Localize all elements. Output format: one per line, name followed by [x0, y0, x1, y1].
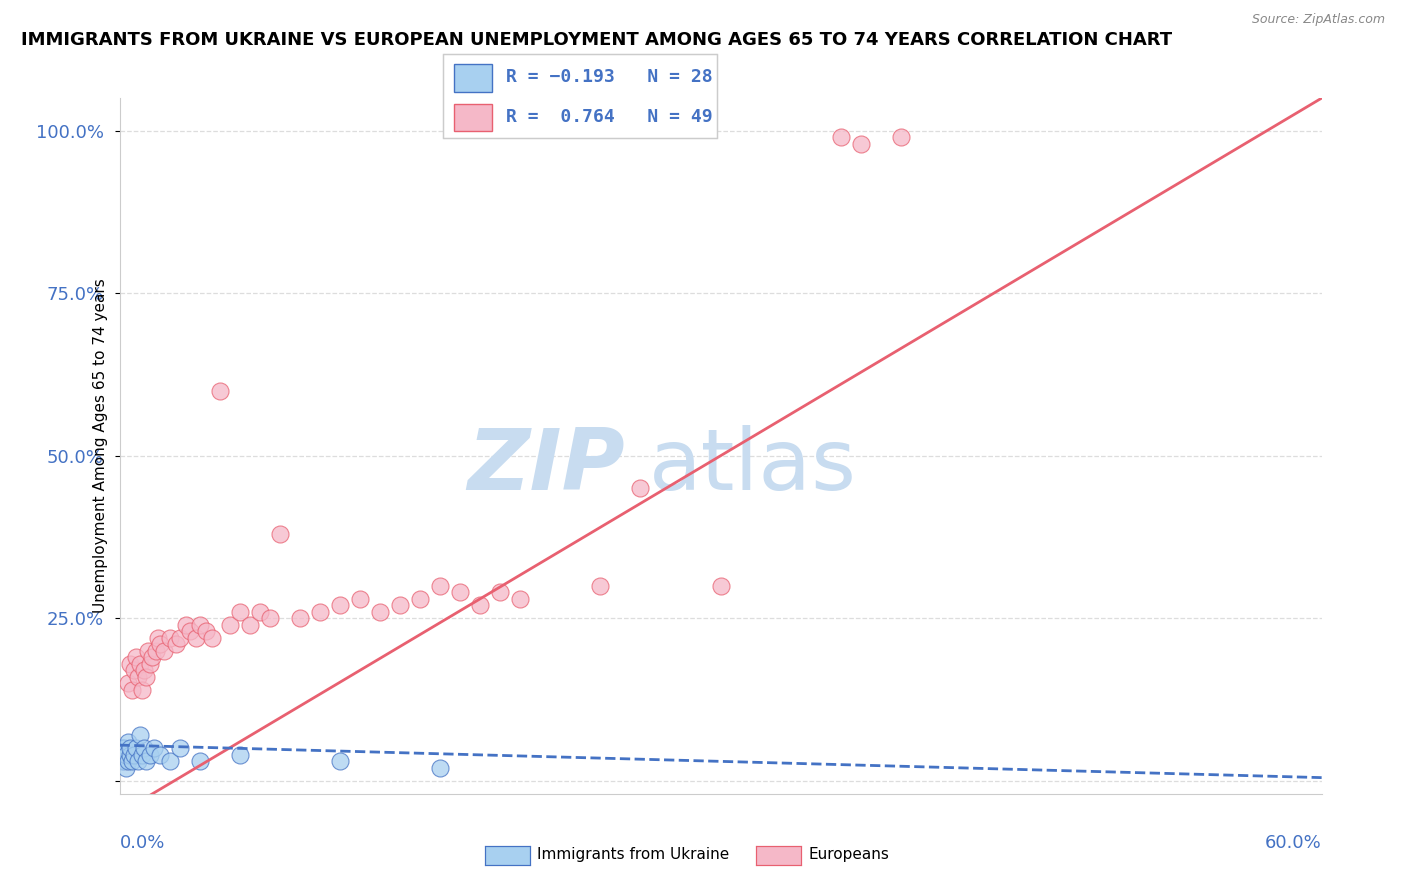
Point	[830, 130, 852, 145]
Point	[138, 657, 160, 671]
FancyBboxPatch shape	[454, 63, 492, 92]
Point	[709, 579, 731, 593]
Text: 60.0%: 60.0%	[1265, 834, 1322, 852]
Point	[124, 650, 146, 665]
Point	[468, 599, 492, 613]
Point	[149, 747, 172, 762]
Point	[201, 631, 224, 645]
Point	[890, 130, 912, 145]
Point	[121, 682, 143, 697]
Point	[849, 136, 872, 151]
Point	[309, 605, 332, 619]
Point	[117, 676, 139, 690]
Point	[142, 741, 165, 756]
Point	[110, 755, 132, 769]
FancyBboxPatch shape	[454, 103, 492, 131]
Point	[329, 755, 352, 769]
Point	[449, 585, 471, 599]
Point	[630, 481, 652, 495]
Point	[269, 526, 291, 541]
Point	[429, 761, 451, 775]
Point	[509, 591, 531, 606]
Point	[141, 650, 163, 665]
Point	[132, 741, 155, 756]
Point	[127, 670, 149, 684]
Point	[145, 644, 167, 658]
Point	[259, 611, 281, 625]
Point	[194, 624, 217, 639]
Point	[118, 741, 141, 756]
Point	[489, 585, 512, 599]
Point	[159, 755, 181, 769]
Text: R = −0.193   N = 28: R = −0.193 N = 28	[506, 69, 713, 87]
Point	[169, 631, 191, 645]
Point	[110, 747, 132, 762]
Point	[122, 747, 145, 762]
Point	[121, 755, 143, 769]
Point	[135, 755, 157, 769]
Point	[128, 728, 150, 742]
Text: IMMIGRANTS FROM UKRAINE VS EUROPEAN UNEMPLOYMENT AMONG AGES 65 TO 74 YEARS CORRE: IMMIGRANTS FROM UKRAINE VS EUROPEAN UNEM…	[21, 31, 1173, 49]
Point	[131, 682, 153, 697]
Point	[249, 605, 271, 619]
Point	[114, 761, 136, 775]
Point	[169, 741, 191, 756]
Point	[117, 755, 139, 769]
Text: Immigrants from Ukraine: Immigrants from Ukraine	[537, 847, 730, 862]
Point	[179, 624, 201, 639]
Point	[132, 663, 155, 677]
Point	[118, 657, 141, 671]
Y-axis label: Unemployment Among Ages 65 to 74 years: Unemployment Among Ages 65 to 74 years	[93, 278, 108, 614]
Point	[368, 605, 391, 619]
Point	[114, 755, 136, 769]
Text: ZIP: ZIP	[467, 425, 624, 508]
Point	[288, 611, 311, 625]
Point	[228, 605, 252, 619]
Text: R =  0.764   N = 49: R = 0.764 N = 49	[506, 108, 713, 126]
Point	[110, 741, 132, 756]
Point	[409, 591, 432, 606]
Point	[131, 747, 153, 762]
Point	[159, 631, 181, 645]
Point	[124, 741, 146, 756]
Text: Source: ZipAtlas.com: Source: ZipAtlas.com	[1251, 13, 1385, 27]
Point	[228, 747, 252, 762]
Point	[589, 579, 612, 593]
Point	[138, 747, 160, 762]
Point	[188, 617, 211, 632]
Point	[127, 755, 149, 769]
Point	[218, 617, 240, 632]
Point	[208, 384, 231, 398]
Point	[149, 637, 172, 651]
Text: atlas: atlas	[648, 425, 856, 508]
Point	[152, 644, 174, 658]
Point	[239, 617, 262, 632]
Point	[118, 747, 141, 762]
Point	[117, 735, 139, 749]
Point	[349, 591, 371, 606]
Point	[128, 657, 150, 671]
Point	[114, 747, 136, 762]
Point	[188, 755, 211, 769]
Point	[112, 741, 135, 756]
Point	[112, 755, 135, 769]
Point	[429, 579, 451, 593]
Text: 0.0%: 0.0%	[120, 834, 165, 852]
Point	[136, 644, 159, 658]
Point	[174, 617, 197, 632]
Point	[135, 670, 157, 684]
Point	[388, 599, 412, 613]
Text: Europeans: Europeans	[808, 847, 890, 862]
Point	[146, 631, 169, 645]
Point	[165, 637, 187, 651]
Point	[122, 663, 145, 677]
Point	[329, 599, 352, 613]
Point	[184, 631, 207, 645]
